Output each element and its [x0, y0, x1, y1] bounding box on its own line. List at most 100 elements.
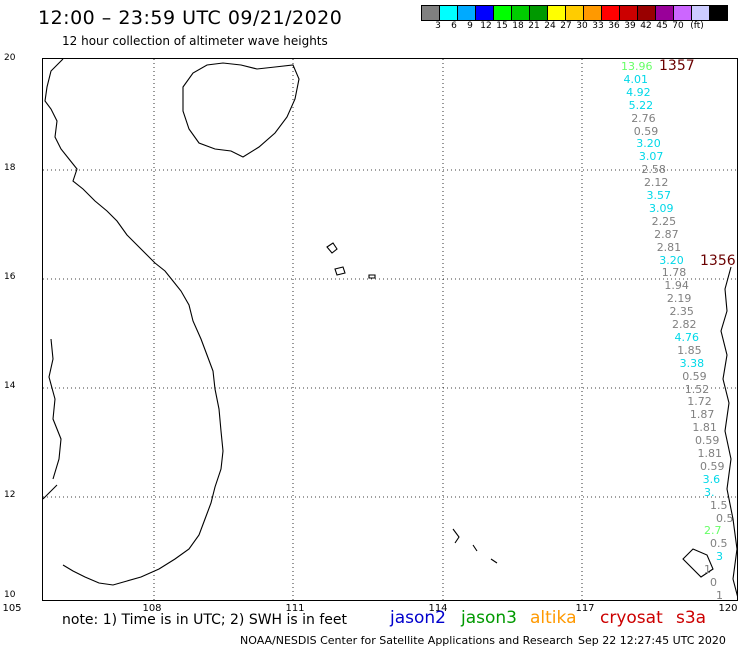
wave-height-value: 4.76 [674, 330, 700, 344]
color-swatch [673, 5, 692, 21]
wave-height-value: 3 [716, 550, 723, 564]
color-swatch [637, 5, 656, 21]
lat-label: 12 [4, 490, 16, 500]
mission-s3a: s3a [676, 608, 707, 628]
color-scale-label: 18 [512, 21, 524, 31]
island-paracel-1 [326, 242, 338, 254]
lat-label: 18 [4, 163, 16, 173]
wave-height-value: 2.81 [656, 240, 682, 254]
color-swatch [421, 5, 440, 21]
color-scale-label: 36 [608, 21, 620, 31]
wave-height-value: 3.20 [659, 253, 684, 267]
color-swatch [475, 5, 494, 21]
map-title: 12:00 – 23:59 UTC 09/21/2020 [38, 7, 343, 29]
wave-height-value: 3.07 [638, 150, 664, 164]
mission-altika: altika [530, 608, 577, 628]
wave-height-value: 2.58 [641, 163, 666, 177]
wave-height-value: 2.35 [669, 305, 694, 319]
color-scale-label: 3 [435, 21, 441, 31]
wave-height-value: 0 [710, 576, 717, 589]
map-panel [42, 58, 738, 601]
color-swatch [601, 5, 620, 21]
wave-height-value: 2.7 [704, 524, 722, 538]
color-swatch [691, 5, 710, 21]
source-credit: NOAA/NESDIS Center for Satellite Applica… [240, 634, 574, 647]
units-note: note: 1) Time is in UTC; 2) SWH is in fe… [62, 612, 348, 628]
lat-label: 14 [4, 381, 16, 391]
color-scale-label: 24 [544, 21, 556, 31]
color-scale-label: 33 [592, 21, 604, 31]
wave-height-value: 3.38 [679, 356, 705, 370]
color-scale [421, 5, 728, 21]
color-scale-label: 21 [528, 21, 540, 31]
wave-height-value: 3.09 [649, 201, 674, 215]
wave-height-value: 1.52 [684, 382, 710, 396]
color-swatch [655, 5, 674, 21]
wave-height-value: 1.81 [697, 447, 723, 460]
island-palawan [452, 528, 498, 564]
wave-height-value: 3.57 [646, 189, 672, 202]
wave-height-value: 13.96 [621, 60, 653, 73]
color-swatch [457, 5, 476, 21]
lon-label: 108 [142, 603, 162, 614]
mission-jason3: jason3 [461, 608, 517, 628]
wave-height-value: 3.6 [702, 472, 721, 486]
wave-height-value: 3. [704, 485, 715, 499]
wave-height-value: 2.87 [654, 227, 679, 241]
wave-height-value: 2.12 [643, 176, 669, 190]
wave-height-value: 1.87 [689, 408, 715, 422]
color-scale-label: 70 [672, 21, 684, 31]
wave-height-value: 1.94 [664, 279, 689, 293]
wave-height-value: 0.59 [700, 459, 725, 473]
wave-height-value: 0.5 [710, 537, 728, 551]
color-swatch [709, 5, 728, 21]
grid-lines [43, 59, 737, 600]
lon-label: 114 [428, 603, 448, 614]
color-scale-label: 39 [624, 21, 636, 31]
island-mindoro [682, 548, 714, 578]
color-swatch [619, 5, 638, 21]
wave-height-value: 4.92 [626, 85, 651, 99]
lon-label: 111 [285, 603, 305, 614]
wave-height-value: 5.22 [628, 98, 654, 112]
wave-height-value: 1.5 [710, 498, 728, 512]
wave-height-value: 0.5 [716, 511, 734, 525]
wave-height-value: 2.76 [631, 111, 656, 125]
color-swatch [493, 5, 512, 21]
island-paracel-2 [334, 266, 346, 276]
color-scale-label: 12 [480, 21, 492, 31]
wave-height-value: 0.59 [633, 124, 659, 138]
pass-number-label: 1357 [659, 58, 695, 74]
coastline-vietnam [44, 59, 224, 586]
wave-height-value: 1.81 [692, 421, 717, 435]
wave-height-value: 1.85 [677, 343, 702, 357]
lat-label: 10 [4, 590, 16, 600]
wave-height-value: 0.59 [694, 434, 720, 448]
island-west-coast [43, 484, 58, 500]
wave-height-value: 2.82 [672, 318, 697, 331]
coastline-west-bay [48, 338, 62, 480]
wave-height-value: 1 [704, 563, 711, 577]
color-scale-label: 30 [576, 21, 588, 31]
color-scale-label: 27 [560, 21, 572, 31]
wave-height-value: 1.72 [687, 395, 712, 409]
wave-height-value: 3.20 [636, 137, 661, 151]
color-swatch [565, 5, 584, 21]
color-scale-label: 6 [451, 21, 457, 31]
coastline-hainan [182, 62, 300, 158]
color-swatch [439, 5, 458, 21]
lat-label: 16 [4, 272, 16, 282]
color-scale-label: 15 [496, 21, 508, 31]
color-swatch [529, 5, 548, 21]
pass-number-label: 1356 [700, 253, 736, 269]
wave-height-value: 4.01 [623, 72, 649, 86]
lon-label: 117 [575, 603, 595, 614]
color-scale-labels: 3 6 9 12 15 18 21 24 27 30 33 36 39 42 45 70 (ft) [430, 21, 708, 31]
color-swatch [583, 5, 602, 21]
generated-timestamp: Sep 22 12:27:45 UTC 2020 [578, 634, 726, 647]
mission-cryosat: cryosat [600, 608, 663, 628]
wave-height-value: 2.19 [666, 292, 692, 306]
color-scale-label: 45 [656, 21, 668, 31]
wave-height-value: 2.25 [651, 214, 677, 228]
map-canvas [43, 59, 737, 600]
